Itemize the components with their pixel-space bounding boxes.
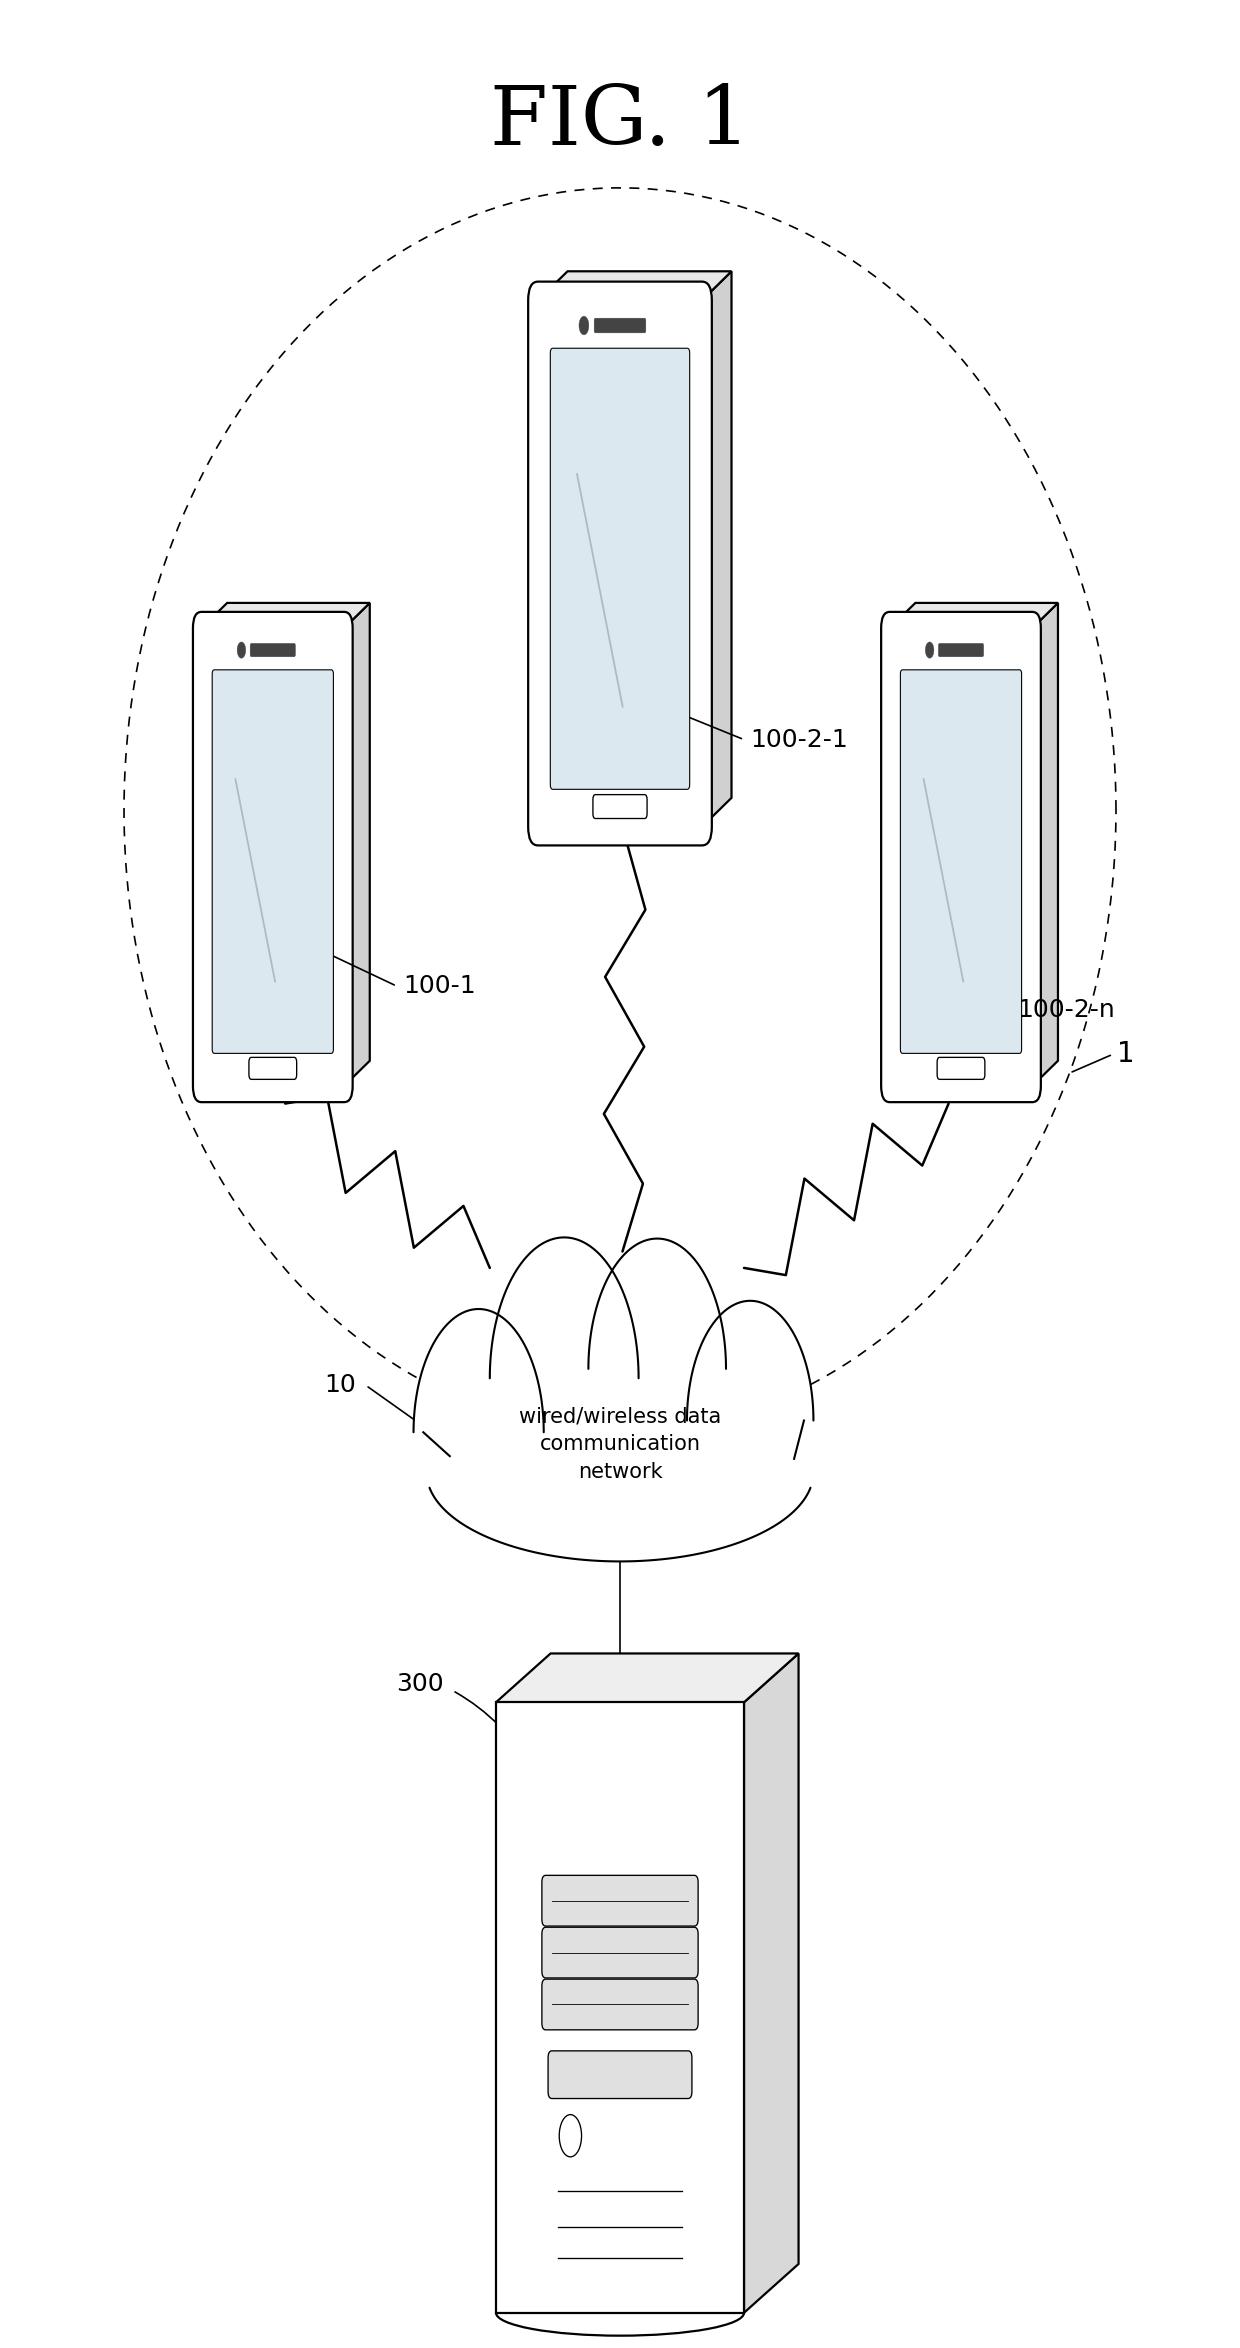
Text: 100-2-1: 100-2-1 [750,728,848,751]
FancyBboxPatch shape [551,348,689,789]
Polygon shape [538,272,732,301]
FancyBboxPatch shape [937,1057,985,1080]
FancyBboxPatch shape [542,1928,698,1977]
FancyBboxPatch shape [542,1876,698,1925]
FancyBboxPatch shape [939,643,983,657]
FancyBboxPatch shape [528,282,712,845]
Ellipse shape [427,1383,813,1561]
Polygon shape [1032,603,1058,1085]
Circle shape [237,641,246,657]
FancyBboxPatch shape [193,613,352,1101]
Circle shape [413,1310,543,1554]
FancyBboxPatch shape [212,669,334,1054]
Polygon shape [201,603,370,627]
Text: 100-2-n: 100-2-n [1017,998,1115,1021]
Circle shape [588,1240,727,1498]
FancyBboxPatch shape [593,794,647,819]
FancyBboxPatch shape [542,1979,698,2029]
Polygon shape [890,603,1058,627]
Polygon shape [702,272,732,826]
Circle shape [687,1301,813,1540]
Polygon shape [496,1702,744,2313]
Text: 10: 10 [324,1374,356,1397]
Circle shape [579,317,589,336]
Circle shape [559,2116,582,2158]
Circle shape [925,641,934,657]
FancyBboxPatch shape [882,613,1040,1101]
Polygon shape [744,1653,799,2313]
Circle shape [490,1237,639,1519]
Text: FIG. 1: FIG. 1 [490,82,750,162]
FancyBboxPatch shape [249,1057,296,1080]
Polygon shape [496,1653,799,1702]
Text: 300: 300 [397,1672,444,1695]
Text: 1: 1 [1117,1040,1135,1068]
FancyBboxPatch shape [250,643,295,657]
Text: wired/wireless data
communication
network: wired/wireless data communication networ… [518,1406,722,1482]
FancyBboxPatch shape [594,319,646,333]
FancyBboxPatch shape [900,669,1022,1054]
FancyBboxPatch shape [548,2050,692,2099]
Text: 100-1: 100-1 [403,974,476,998]
Polygon shape [345,603,370,1085]
